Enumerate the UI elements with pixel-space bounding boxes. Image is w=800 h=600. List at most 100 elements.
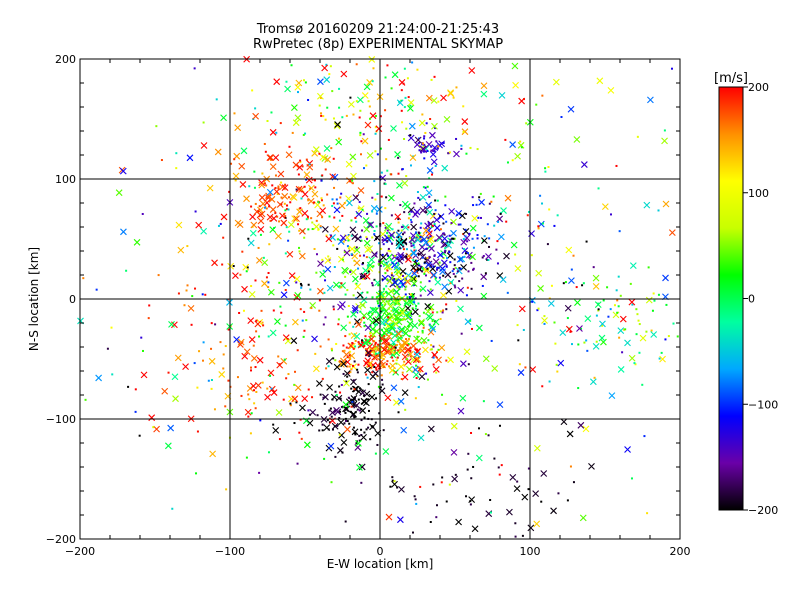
- data-point-dot: [428, 280, 431, 283]
- data-point-x: [373, 234, 381, 242]
- data-point-dot: [517, 339, 520, 342]
- data-point-dot: [417, 231, 420, 234]
- data-point-dot: [155, 125, 158, 128]
- data-point-x: [422, 346, 429, 354]
- data-point-dot: [496, 262, 499, 265]
- data-point-dot: [411, 531, 414, 534]
- data-point-dot: [250, 205, 253, 208]
- data-point-x: [266, 188, 274, 196]
- data-point-dot: [349, 270, 352, 273]
- data-point-dot: [434, 209, 437, 212]
- data-point-dot: [400, 336, 403, 339]
- data-point-x: [350, 395, 358, 402]
- data-point-dot: [416, 260, 419, 263]
- data-point-dot: [442, 274, 445, 277]
- data-point-dot: [291, 131, 294, 134]
- data-point-x: [232, 272, 239, 280]
- data-point-x: [574, 299, 581, 306]
- data-point-dot: [409, 355, 412, 358]
- data-point-x: [434, 278, 442, 286]
- data-point-dot: [415, 239, 418, 242]
- data-point-x: [402, 223, 409, 231]
- data-point-dot: [339, 410, 342, 413]
- data-point-x: [528, 230, 535, 238]
- data-point-dot: [454, 266, 457, 269]
- data-point-dot: [398, 247, 401, 250]
- data-point-x: [250, 354, 258, 362]
- data-point-dot: [426, 267, 429, 270]
- data-point-dot: [327, 255, 330, 258]
- data-point-dot: [384, 183, 387, 186]
- data-point-dot: [428, 177, 431, 180]
- data-point-x: [392, 320, 399, 328]
- data-point-x: [410, 249, 418, 257]
- data-point-dot: [609, 213, 612, 216]
- data-point-dot: [417, 196, 420, 199]
- data-point-dot: [380, 261, 383, 264]
- data-point-dot: [311, 228, 314, 231]
- data-point-dot: [224, 405, 227, 408]
- data-point-dot: [454, 286, 457, 289]
- data-point-x: [296, 208, 303, 216]
- data-point-dot: [324, 118, 327, 121]
- data-point-x: [301, 395, 309, 402]
- data-point-dot: [267, 281, 270, 284]
- data-point-x: [369, 423, 376, 431]
- data-point-dot: [616, 311, 619, 314]
- data-point-dot: [358, 409, 361, 412]
- data-point-dot: [441, 311, 444, 314]
- data-point-dot: [433, 212, 436, 215]
- data-point-x: [366, 151, 374, 159]
- data-point-x: [395, 231, 403, 239]
- data-point-dot: [570, 268, 573, 271]
- data-point-dot: [415, 236, 418, 239]
- data-point-dot: [403, 360, 406, 363]
- data-point-dot: [222, 367, 225, 370]
- data-point-x: [420, 235, 428, 243]
- data-point-x: [332, 281, 340, 289]
- data-point-dot: [272, 423, 275, 426]
- data-point-dot: [619, 294, 622, 297]
- data-point-dot: [405, 255, 408, 258]
- data-point-dot: [361, 229, 364, 232]
- data-point-dot: [191, 295, 194, 298]
- data-point-x: [518, 305, 526, 313]
- data-point-x: [120, 228, 127, 236]
- data-point-dot: [328, 73, 331, 76]
- data-point-x: [338, 431, 345, 439]
- data-point-dot: [428, 195, 431, 198]
- data-point-dot: [378, 412, 381, 415]
- data-point-dot: [526, 214, 529, 217]
- data-point-dot: [406, 358, 409, 361]
- data-point-x: [460, 360, 467, 368]
- data-point-dot: [374, 343, 377, 346]
- data-point-dot: [543, 322, 546, 325]
- data-point-x: [380, 253, 387, 261]
- data-point-dot: [253, 402, 256, 405]
- data-point-dot: [202, 341, 205, 344]
- data-point-dot: [274, 187, 277, 190]
- data-point-dot: [400, 109, 403, 112]
- data-point-dot: [352, 325, 355, 328]
- data-point-dot: [384, 109, 387, 112]
- data-point-dot: [390, 272, 393, 275]
- data-point-dot: [359, 236, 362, 239]
- data-point-dot: [277, 187, 280, 190]
- data-point-dot: [420, 222, 423, 225]
- data-point-dot: [236, 376, 239, 379]
- data-point-dot: [410, 293, 413, 296]
- data-point-x: [550, 507, 557, 515]
- data-point-x: [311, 190, 319, 198]
- data-point-dot: [425, 247, 428, 250]
- data-point-dot: [354, 339, 357, 342]
- colorbar-tick-label: −200: [748, 504, 778, 517]
- data-point-x: [451, 475, 459, 483]
- data-point-dot: [345, 346, 348, 349]
- data-point-dot: [417, 386, 420, 389]
- data-point-dot: [472, 268, 475, 271]
- data-point-x: [349, 153, 357, 161]
- data-point-x: [579, 514, 587, 522]
- data-point-x: [140, 371, 148, 379]
- data-point-dot: [280, 196, 283, 199]
- data-point-dot: [298, 250, 301, 253]
